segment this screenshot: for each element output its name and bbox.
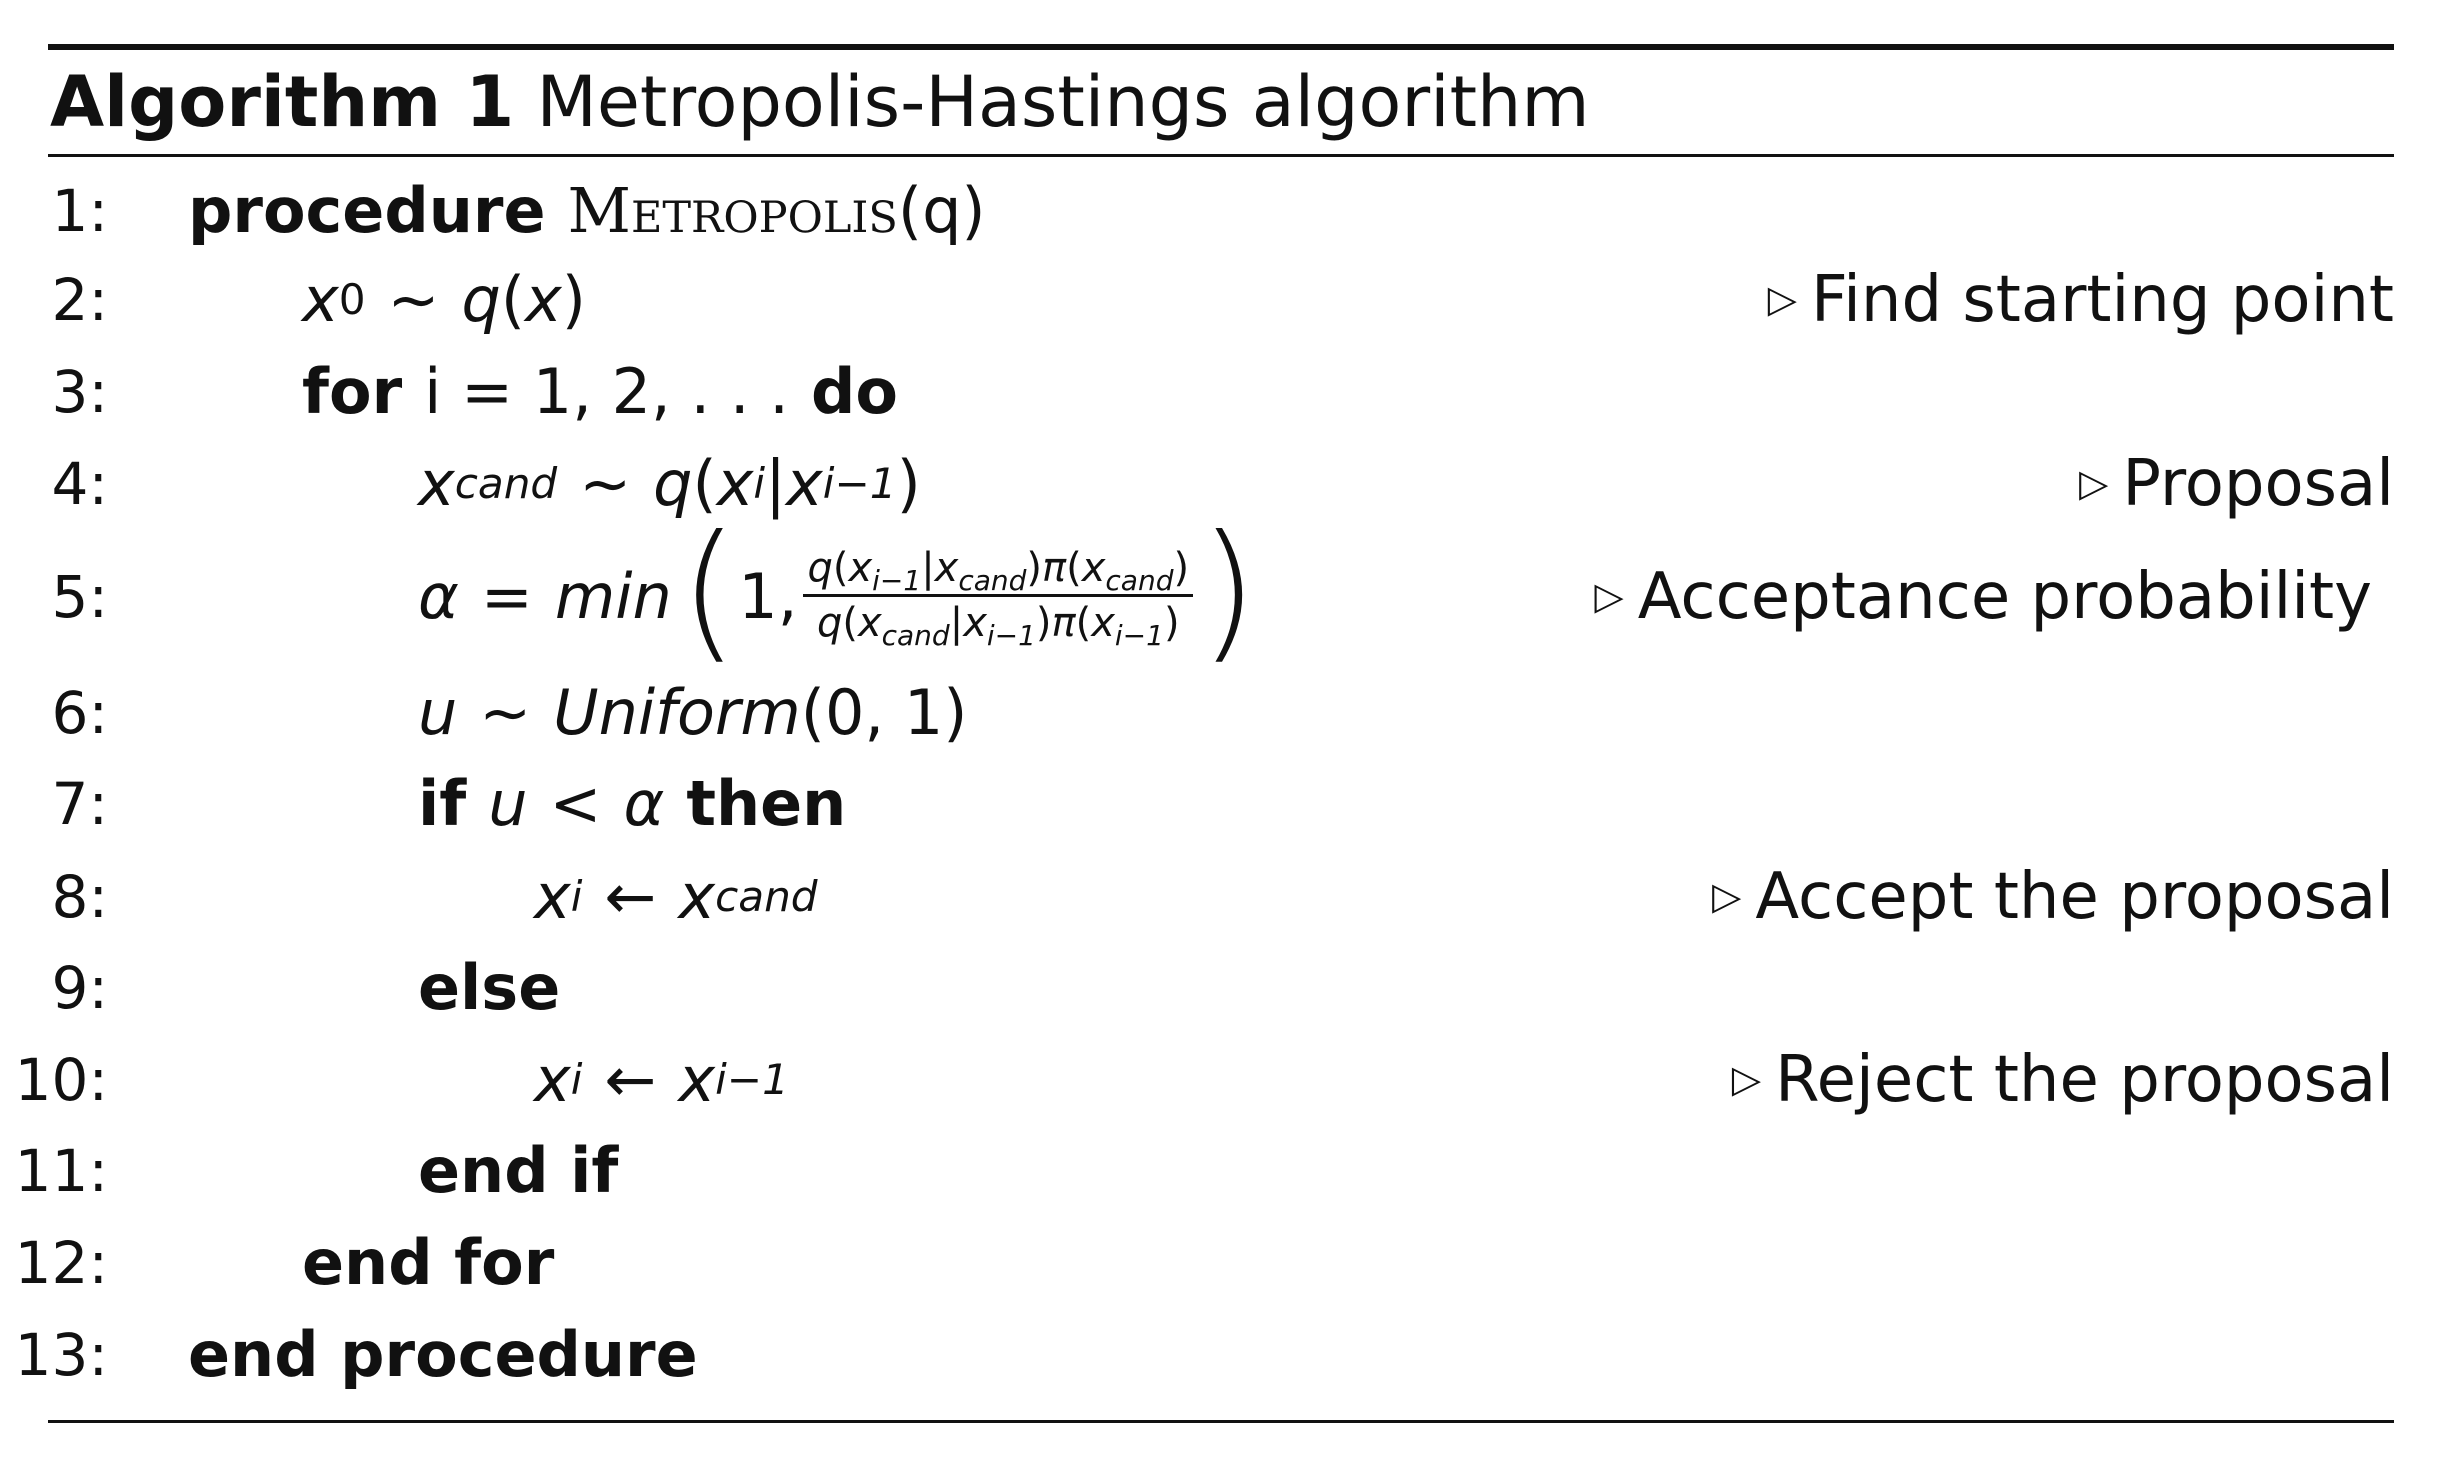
line-number: 1: [52, 165, 108, 257]
comment-triangle-icon: ▷ [1712, 874, 1741, 918]
keyword-if: if [418, 758, 466, 850]
line-number: 12: [15, 1217, 108, 1309]
line-number: 6: [52, 667, 108, 759]
line-number: 8: [52, 851, 108, 943]
keyword-end-for: end for [302, 1217, 554, 1309]
line-code: procedure Metropolis (q) [188, 165, 986, 257]
algorithm-caption: Algorithm 1 Metropolis-Hastings algorith… [50, 52, 1590, 152]
algo-line-9: 9: else [0, 942, 2400, 1034]
top-rule [48, 44, 2394, 50]
line-number: 2: [52, 254, 108, 346]
line-comment: ▷ Find starting point [1768, 254, 2394, 346]
comment-triangle-icon: ▷ [1594, 574, 1623, 618]
keyword-end-procedure: end procedure [188, 1309, 698, 1401]
line-comment: ▷ Acceptance probability [1594, 551, 2372, 643]
line-number: 13: [15, 1309, 108, 1401]
algorithm-title: Metropolis-Hastings algorithm [536, 61, 1589, 143]
line-expression: x cand ∼ q(x i | x i−1) [418, 438, 921, 530]
line-expression: α = min ( 1, q(xi−1|xcand)π(xcand) q(xcan… [418, 551, 1258, 643]
line-code: end for [302, 1217, 554, 1309]
bottom-rule [48, 1420, 2394, 1423]
algorithm-label: Algorithm 1 [50, 61, 514, 143]
algo-line-6: 6: u ∼ Uniform (0, 1) [0, 667, 2400, 759]
line-expression: u ∼ Uniform (0, 1) [418, 667, 967, 759]
algo-line-1: 1: procedure Metropolis (q) [0, 165, 2400, 257]
algo-line-5: 5: α = min ( 1, q(xi−1|xcand)π(xcand) q(x… [0, 551, 2400, 643]
comment-triangle-icon: ▷ [2079, 461, 2108, 505]
procedure-args: (q) [898, 165, 986, 257]
line-number: 9: [52, 942, 108, 1034]
acceptance-fraction: q(xi−1|xcand)π(xcand) q(xcand|xi−1)π(xi−… [803, 542, 1193, 649]
algo-line-11: 11: end if [0, 1125, 2400, 1217]
line-number: 3: [52, 346, 108, 438]
line-code: end procedure [188, 1309, 698, 1401]
keyword-else: else [418, 942, 560, 1034]
caption-rule [48, 154, 2394, 157]
line-code: if u < α then [418, 758, 846, 850]
algo-line-12: 12: end for [0, 1217, 2400, 1309]
line-number: 4: [52, 438, 108, 530]
keyword-procedure: procedure [188, 165, 546, 257]
loop-range: i = 1, 2, . . . [424, 346, 789, 438]
comment-triangle-icon: ▷ [1768, 277, 1797, 321]
keyword-for: for [302, 346, 402, 438]
line-code: end if [418, 1125, 618, 1217]
algo-line-13: 13: end procedure [0, 1309, 2400, 1401]
line-number: 11: [15, 1125, 108, 1217]
algo-line-7: 7: if u < α then [0, 758, 2400, 850]
line-comment: ▷ Accept the proposal [1712, 851, 2394, 943]
comment-triangle-icon: ▷ [1732, 1057, 1761, 1101]
algo-line-3: 3: for i = 1, 2, . . . do [0, 346, 2400, 438]
keyword-do: do [811, 346, 898, 438]
line-comment: ▷ Proposal [2079, 438, 2394, 530]
line-number: 5: [52, 551, 108, 643]
procedure-name: Metropolis [568, 165, 898, 257]
line-number: 10: [15, 1034, 108, 1126]
keyword-end-if: end if [418, 1125, 618, 1217]
keyword-then: then [686, 758, 846, 850]
line-number: 7: [52, 758, 108, 850]
line-comment: ▷ Reject the proposal [1732, 1034, 2394, 1126]
line-code: else [418, 942, 560, 1034]
line-code: for i = 1, 2, . . . do [302, 346, 898, 438]
